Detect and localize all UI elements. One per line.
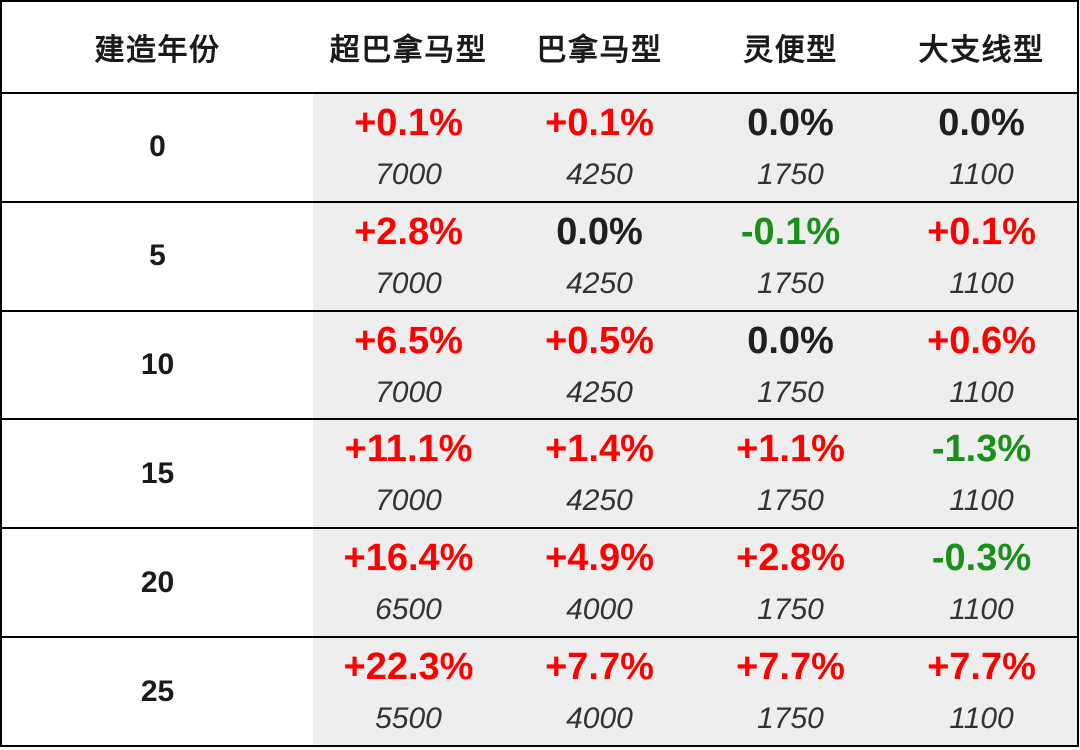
capacity-value: 7000	[375, 375, 442, 409]
build-age-cell: 5	[2, 203, 313, 310]
build-age-cell: 15	[2, 420, 313, 527]
data-cell-handy: +1.1% 1750	[695, 420, 886, 528]
change-percent: +0.1%	[545, 102, 654, 144]
build-age-cell: 0	[2, 94, 313, 201]
data-cell-panamax: 0.0% 4250	[504, 202, 695, 310]
capacity-value: 4250	[566, 158, 633, 191]
capacity-value: 1100	[949, 702, 1014, 736]
data-cell-feeder: -0.3% 1100	[886, 529, 1077, 637]
table-row: 10 +6.5% 7000 +0.5% 4250 0.0% 1750 +0.6% 1100	[2, 309, 1077, 419]
build-age-label: 25	[140, 674, 175, 708]
data-cell-handy: 0.0% 1750	[695, 311, 886, 419]
capacity-value: 4250	[566, 375, 633, 409]
data-cell-feeder: +0.1% 1100	[886, 202, 1077, 310]
build-age-label: 5	[149, 239, 166, 273]
table-row: 20 +16.4% 6500 +4.9% 4000 +2.8% 1750 -0.3% 1100	[2, 527, 1077, 637]
capacity-value: 4250	[566, 484, 633, 518]
build-age-label: 20	[140, 565, 175, 599]
data-cell-handy: +2.8% 1750	[695, 529, 886, 637]
capacity-value: 1750	[757, 702, 824, 736]
table-row: 25 +22.3% 5500 +7.7% 4000 +7.7% 1750 +7.7% 1100	[2, 636, 1077, 745]
change-percent: +0.5%	[545, 319, 654, 362]
change-percent: +4.9%	[545, 537, 654, 580]
change-percent: +7.7%	[736, 646, 845, 689]
data-cell-handy: +7.7% 1750	[695, 638, 886, 745]
build-age-cell: 10	[2, 312, 313, 419]
table-row: 5 +2.8% 7000 0.0% 4250 -0.1% 1750 +0.1% 1100	[2, 200, 1077, 310]
column-header-panamax: 巴拿马型	[536, 34, 663, 67]
data-cell-handy: -0.1% 1750	[695, 202, 886, 310]
change-percent: +7.7%	[545, 646, 654, 689]
table-row: 15 +11.1% 7000 +1.4% 4250 +1.1% 1750 -1.3% 1100	[2, 418, 1077, 528]
data-cell-super-panamax: +16.4% 6500	[313, 529, 504, 637]
data-cell-panamax: +1.4% 4250	[504, 420, 695, 528]
change-percent: +0.6%	[927, 319, 1036, 362]
column-header-super-panamax: 超巴拿马型	[329, 34, 488, 67]
capacity-value: 1100	[949, 484, 1014, 518]
data-cell-super-panamax: +11.1% 7000	[313, 420, 504, 528]
column-header-handy: 灵便型	[743, 34, 838, 67]
capacity-value: 5500	[375, 702, 442, 736]
column-header-feeder: 大支线型	[918, 34, 1045, 67]
capacity-value: 4000	[566, 702, 633, 736]
build-age-label: 15	[140, 456, 175, 490]
data-cell-panamax: +7.7% 4000	[504, 638, 695, 745]
change-percent: 0.0%	[747, 319, 834, 362]
change-percent: +0.1%	[927, 210, 1036, 253]
capacity-value: 4250	[566, 266, 633, 300]
data-cell-panamax: +0.5% 4250	[504, 311, 695, 419]
capacity-value: 7000	[375, 266, 442, 300]
data-cell-super-panamax: +0.1% 7000	[313, 94, 504, 201]
column-header-build-age: 建造年份	[94, 34, 221, 67]
build-age-cell: 25	[2, 638, 313, 745]
change-percent: +1.1%	[736, 428, 845, 471]
change-percent: +1.4%	[545, 428, 654, 471]
change-percent: 0.0%	[938, 102, 1025, 144]
table-body: 0 +0.1% 7000 +0.1% 4250 0.0% 1750 0.0% 1100 5 +2.8…	[2, 92, 1077, 745]
data-cell-handy: 0.0% 1750	[695, 94, 886, 201]
data-cell-feeder: 0.0% 1100	[886, 94, 1077, 201]
change-percent: +2.8%	[354, 210, 463, 253]
data-cell-panamax: +0.1% 4250	[504, 94, 695, 201]
data-cell-super-panamax: +22.3% 5500	[313, 638, 504, 745]
change-percent: 0.0%	[747, 102, 834, 144]
change-percent: -0.1%	[740, 210, 841, 253]
change-percent: 0.0%	[556, 210, 643, 253]
change-percent: +22.3%	[343, 646, 474, 689]
change-percent: -0.3%	[931, 537, 1032, 580]
capacity-value: 1100	[949, 158, 1014, 191]
table-row: 0 +0.1% 7000 +0.1% 4250 0.0% 1750 0.0% 1100	[2, 92, 1077, 201]
capacity-value: 7000	[375, 158, 442, 191]
change-percent: +11.1%	[344, 428, 473, 471]
data-cell-feeder: +0.6% 1100	[886, 311, 1077, 419]
data-cell-feeder: +7.7% 1100	[886, 638, 1077, 745]
data-cell-feeder: -1.3% 1100	[886, 420, 1077, 528]
build-age-cell: 20	[2, 529, 313, 636]
build-age-label: 0	[149, 130, 166, 164]
capacity-value: 4000	[566, 593, 633, 627]
change-percent: +0.1%	[354, 102, 463, 144]
change-percent: +7.7%	[927, 646, 1036, 689]
capacity-value: 1750	[757, 375, 824, 409]
capacity-value: 1750	[757, 266, 824, 300]
capacity-value: 1750	[757, 593, 824, 627]
header-row: 建造年份 超巴拿马型 巴拿马型 灵便型 大支线型	[2, 2, 1077, 92]
capacity-value: 1100	[949, 593, 1014, 627]
build-age-label: 10	[140, 348, 175, 382]
capacity-value: 1750	[757, 158, 824, 191]
change-percent: +2.8%	[736, 537, 845, 580]
capacity-value: 6500	[375, 593, 442, 627]
data-cell-super-panamax: +2.8% 7000	[313, 202, 504, 310]
change-percent: -1.3%	[931, 428, 1032, 471]
capacity-value: 7000	[375, 484, 442, 518]
data-cell-super-panamax: +6.5% 7000	[313, 311, 504, 419]
change-percent: +16.4%	[343, 537, 474, 580]
capacity-value: 1100	[949, 266, 1014, 300]
capacity-value: 1750	[757, 484, 824, 518]
capacity-value: 1100	[949, 375, 1014, 409]
data-cell-panamax: +4.9% 4000	[504, 529, 695, 637]
change-percent: +6.5%	[354, 319, 463, 362]
